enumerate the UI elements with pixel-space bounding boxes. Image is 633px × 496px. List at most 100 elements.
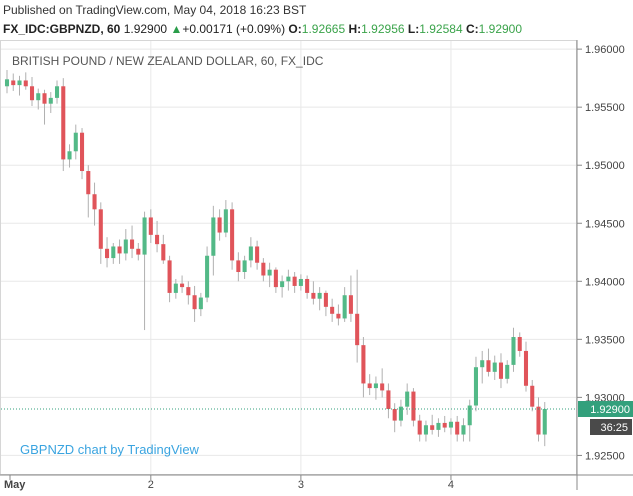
candle-up: [505, 364, 510, 379]
candle-down: [86, 171, 91, 195]
candle-up: [461, 425, 466, 435]
candle-down: [323, 292, 328, 307]
candle-down: [367, 383, 372, 389]
candle-down: [130, 239, 135, 249]
candle-up: [317, 292, 322, 299]
candle-down: [417, 420, 422, 435]
candle-down: [392, 408, 397, 421]
candle-down: [517, 337, 522, 351]
candle-down: [23, 80, 28, 87]
candle-down: [336, 313, 341, 319]
candle-down: [148, 217, 153, 235]
close-value: 1.92900: [478, 22, 523, 36]
chart-title: BRITISH POUND / NEW ZEALAND DOLLAR, 60, …: [12, 54, 324, 68]
candle-down: [117, 246, 122, 254]
last-price: 1.92900: [123, 22, 168, 36]
candle-up: [473, 367, 478, 406]
candle-down: [61, 86, 66, 160]
candle-down: [167, 260, 172, 293]
candle-up: [342, 295, 347, 319]
candle-up: [405, 391, 410, 407]
candle-up: [448, 421, 453, 428]
candle-up: [436, 422, 441, 430]
candle-down: [380, 383, 385, 391]
candle-up: [398, 406, 403, 421]
candle-up: [286, 276, 291, 282]
candle-up: [298, 278, 303, 286]
candle-down: [230, 209, 235, 261]
candle-down: [330, 306, 335, 314]
candle-up: [223, 209, 228, 233]
candle-down: [430, 425, 435, 430]
candle-down: [29, 86, 35, 101]
candle-up: [280, 281, 285, 288]
candle-down: [486, 360, 491, 372]
high-label: H:: [348, 22, 362, 36]
candle-up: [205, 255, 210, 298]
high-value: 1.92956: [361, 22, 405, 36]
candle-down: [411, 391, 416, 421]
price-tick-label: 1.93500: [585, 334, 625, 346]
candle-down: [161, 244, 166, 261]
candle-down: [92, 194, 97, 210]
candle-down: [80, 132, 85, 172]
countdown-text: 36:25: [600, 422, 628, 434]
candle-up: [198, 297, 203, 310]
open-value: 1.92665: [301, 22, 346, 36]
change-value: +0.00171 (+0.09%): [182, 22, 286, 36]
quote-bar: FX_IDC:GBPNZD, 60 1.92900 ▲+0.00171 (+0.…: [3, 22, 522, 36]
candle-down: [455, 421, 460, 435]
candle-up: [4, 79, 10, 87]
low-label: L:: [407, 22, 420, 36]
price-badge: [578, 400, 633, 417]
price-tick-label: 1.95500: [585, 102, 625, 114]
plot-area[interactable]: [0, 40, 577, 475]
candle-up: [54, 86, 60, 98]
time-axis: May 2 3 4: [4, 475, 454, 491]
candle-down: [355, 313, 360, 346]
candle-down: [11, 80, 16, 86]
time-tick-label: May: [4, 479, 26, 491]
time-tick-label: 4: [448, 479, 454, 491]
candle-down: [386, 390, 391, 409]
candle-up: [423, 425, 428, 435]
candle-down: [536, 406, 541, 435]
candle-up: [542, 408, 547, 435]
candle-down: [530, 385, 535, 407]
watermark: GBPNZD chart by TradingView: [20, 442, 200, 457]
candle-down: [105, 248, 110, 259]
candle-up: [111, 246, 116, 259]
candle-up: [267, 269, 272, 276]
candle-down: [305, 278, 310, 293]
candle-up: [492, 362, 497, 372]
candle-down: [236, 260, 241, 273]
symbol-label: FX_IDC:GBPNZD, 60: [3, 22, 121, 36]
price-tick-label: 1.94500: [585, 218, 625, 230]
price-tick-label: 1.92500: [585, 450, 625, 462]
candle-up: [467, 405, 472, 426]
candle-down: [255, 246, 260, 263]
candle-down: [98, 209, 103, 249]
candle-down: [442, 422, 447, 428]
candle-down: [186, 287, 191, 296]
close-label: C:: [465, 22, 479, 36]
price-tick-label: 1.95000: [585, 160, 625, 172]
candle-down: [192, 295, 197, 310]
candle-up: [373, 383, 378, 389]
candle-up: [211, 217, 216, 256]
candles-group: [4, 70, 547, 447]
candle-up: [173, 283, 178, 293]
time-tick-label: 2: [148, 479, 154, 491]
candle-up: [67, 151, 72, 160]
candle-down: [361, 345, 366, 384]
candle-down: [273, 269, 278, 288]
candle-down: [136, 248, 141, 255]
candle-up: [36, 93, 41, 101]
candle-up: [123, 239, 128, 254]
countdown-badge: [590, 418, 632, 435]
candle-down: [311, 292, 316, 299]
grid-lines: [1, 41, 576, 474]
candle-down: [42, 93, 47, 104]
candle-up: [73, 132, 78, 152]
